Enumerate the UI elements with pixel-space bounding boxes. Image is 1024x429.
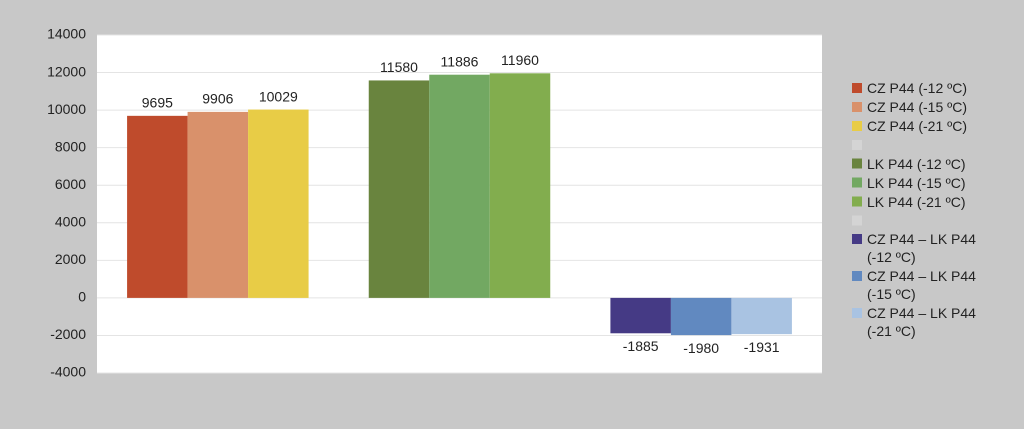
legend-swatch xyxy=(852,121,862,131)
legend-swatch xyxy=(852,234,862,244)
bar xyxy=(670,297,732,336)
data-label: 11960 xyxy=(501,52,539,68)
bar xyxy=(127,115,188,298)
bar xyxy=(489,73,551,298)
legend-swatch xyxy=(852,102,862,112)
legend-spacer xyxy=(852,215,862,226)
legend-spacer xyxy=(852,140,862,150)
legend-label: CZ P44 – LK P44 (-21 ºC) xyxy=(867,305,976,339)
y-tick-label: 2000 xyxy=(55,251,86,267)
legend-label: CZ P44 (-12 ºC) xyxy=(867,80,968,96)
y-tick-label: 4000 xyxy=(55,213,86,229)
data-label: 10029 xyxy=(259,88,298,104)
legend-swatch xyxy=(852,271,862,281)
data-label: 9906 xyxy=(202,91,233,107)
bar xyxy=(248,109,309,298)
data-label: -1980 xyxy=(683,340,719,356)
y-tick-label: -4000 xyxy=(50,364,86,380)
legend-swatch xyxy=(852,158,862,169)
legend-label: CZ P44 (-21 ºC) xyxy=(867,118,968,134)
legend-label: CZ P44 – LK P44 (-15 ºC) xyxy=(867,268,976,302)
legend-label: LK P44 (-15 ºC) xyxy=(867,174,966,191)
y-tick-label: 6000 xyxy=(55,176,86,192)
y-tick-label: 12000 xyxy=(47,63,86,79)
legend-swatch xyxy=(852,308,862,318)
legend-label: CZ P44 – LK P44 (-12 ºC) xyxy=(867,231,976,265)
y-tick-label: 14000 xyxy=(47,26,86,42)
bar xyxy=(610,297,671,334)
y-tick-label: 8000 xyxy=(55,138,86,154)
legend-label: LK P44 (-12 ºC) xyxy=(867,155,966,172)
legend-label: CZ P44 (-15 ºC) xyxy=(867,99,968,115)
legend-swatch xyxy=(852,177,862,188)
y-tick-label: 10000 xyxy=(47,101,86,117)
bar xyxy=(731,297,792,335)
data-label: -1931 xyxy=(744,339,780,355)
legend-swatch xyxy=(852,83,862,93)
bar xyxy=(187,111,249,298)
bar xyxy=(429,74,490,298)
y-tick-label: 0 xyxy=(78,289,86,305)
data-label: 11886 xyxy=(441,53,479,69)
data-label: 11580 xyxy=(380,59,418,75)
bar xyxy=(368,80,430,298)
legend-swatch xyxy=(852,196,862,207)
data-label: 9695 xyxy=(142,95,173,111)
legend-label: LK P44 (-21 ºC) xyxy=(867,193,966,210)
data-label: -1885 xyxy=(623,338,659,354)
y-tick-label: -2000 xyxy=(50,326,86,342)
